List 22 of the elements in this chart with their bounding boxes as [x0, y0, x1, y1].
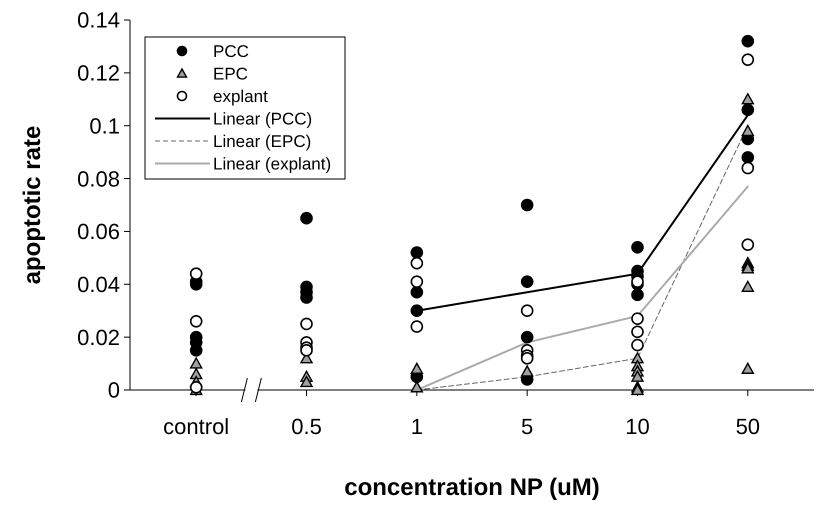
- y-tick-label: 0.12: [77, 60, 120, 86]
- y-tick-label: 0: [108, 378, 120, 403]
- y-axis-title: apoptotic rate: [19, 126, 46, 284]
- legend-label: Linear (explant): [213, 154, 332, 174]
- x-tick-label: control: [163, 414, 230, 439]
- y-tick-label: 0.08: [77, 166, 120, 192]
- y-tick-label: 0.14: [77, 8, 120, 33]
- y-tick-label: 0.1: [89, 113, 120, 138]
- y-tick-label: 0.06: [77, 219, 120, 244]
- x-tick-label: 1: [410, 414, 423, 439]
- legend-label: EPC: [213, 64, 248, 84]
- x-tick-label: 5: [521, 414, 534, 439]
- x-tick-label: 0.5: [291, 414, 322, 439]
- legend-label: Linear (EPC): [213, 132, 312, 151]
- legend-label: explant: [213, 86, 268, 106]
- y-tick-label: 0.04: [77, 272, 120, 297]
- legend-label: Linear (PCC): [213, 109, 312, 128]
- x-axis-title: concentration NP (uM): [344, 474, 600, 501]
- x-tick-label: 10: [625, 414, 650, 439]
- legend-label: PCC: [213, 42, 249, 61]
- y-tick-label: 0.02: [77, 324, 120, 350]
- x-tick-label: 50: [736, 414, 760, 439]
